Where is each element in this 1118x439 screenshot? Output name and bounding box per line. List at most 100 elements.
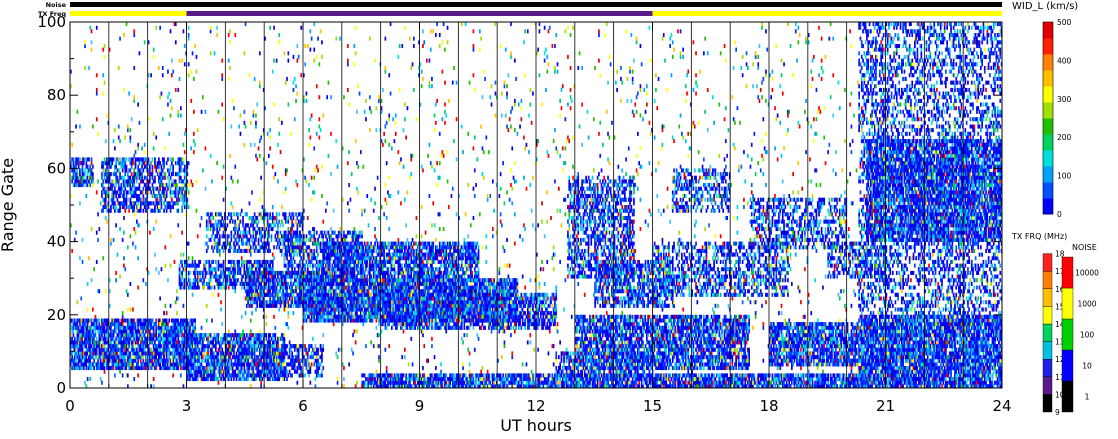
echo-cell: [245, 370, 247, 374]
echo-cell: [74, 319, 76, 323]
echo-cell: [140, 205, 142, 209]
echo-cell: [295, 212, 297, 216]
echo-cell: [300, 289, 302, 293]
echo-cell: [130, 351, 132, 355]
echo-cell: [143, 187, 145, 191]
echo-cell: [184, 333, 186, 337]
echo-cell: [364, 297, 366, 301]
echo-cell: [310, 231, 312, 235]
echo-cell: [267, 260, 269, 264]
echo-cell: [99, 319, 101, 323]
echo-cell: [259, 267, 261, 271]
echo-cell: [227, 282, 229, 286]
echo-cell: [175, 337, 177, 341]
echo-cell: [284, 340, 286, 344]
echo-cell: [184, 176, 186, 180]
echo-cell: [237, 366, 239, 370]
echo-cell: [170, 366, 172, 370]
echo-cell: [320, 362, 322, 366]
echo-cell: [131, 187, 133, 191]
echo-cell: [131, 165, 133, 169]
echo-cell: [234, 370, 236, 374]
echo-cell: [198, 359, 200, 363]
echo-cell: [304, 373, 306, 377]
echo-cell: [325, 289, 327, 293]
echo-cell: [290, 304, 292, 308]
echo-cell: [201, 362, 203, 366]
echo-cell: [277, 351, 279, 355]
echo-cell: [238, 238, 240, 242]
echo-cell: [256, 289, 258, 293]
echo-cell: [137, 326, 139, 330]
echo-cell: [119, 209, 121, 213]
echo-cell: [306, 348, 308, 352]
echo-cell: [317, 351, 319, 355]
echo-cell: [136, 179, 138, 183]
echo-cell: [143, 179, 145, 183]
echo-cell: [211, 348, 213, 352]
echo-cell: [237, 216, 239, 220]
echo-cell: [266, 282, 268, 286]
echo-cell: [135, 326, 137, 330]
echo-cell: [196, 267, 198, 271]
echo-cell: [267, 238, 269, 242]
echo-cell: [269, 370, 271, 374]
echo-cell: [269, 344, 271, 348]
echo-cell: [73, 157, 75, 161]
echo-cell: [203, 373, 205, 377]
echo-cell: [184, 205, 186, 209]
echo-cell: [267, 220, 269, 224]
echo-cell: [282, 355, 284, 359]
echo-cell: [162, 168, 164, 172]
echo-cell: [152, 168, 154, 172]
echo-cell: [280, 231, 282, 235]
echo-cell: [254, 264, 256, 268]
echo-cell: [88, 157, 90, 161]
echo-cell: [210, 282, 212, 286]
echo-cell: [244, 340, 246, 344]
echo-cell: [159, 362, 161, 366]
echo-cell: [272, 212, 274, 216]
echo-cell: [117, 190, 119, 194]
echo-cell: [210, 227, 212, 231]
echo-cell: [231, 278, 233, 282]
echo-cell: [308, 256, 310, 260]
echo-cell: [102, 179, 104, 183]
echo-cell: [275, 337, 277, 341]
echo-cell: [79, 322, 81, 326]
echo-cell: [249, 366, 251, 370]
echo-cell: [282, 289, 284, 293]
echo-cell: [300, 256, 302, 260]
echo-cell: [214, 227, 216, 231]
echo-cell: [325, 278, 327, 282]
echo-cell: [223, 260, 225, 264]
echo-cell: [221, 366, 223, 370]
echo-cell: [104, 326, 106, 330]
echo-cell: [258, 355, 260, 359]
echo-cell: [284, 333, 286, 337]
echo-cell: [211, 271, 213, 275]
echo-cell: [158, 168, 160, 172]
echo-cell: [258, 242, 260, 246]
echo-cell: [299, 253, 301, 257]
echo-cell: [313, 231, 315, 235]
echo-cell: [145, 366, 147, 370]
echo-cell: [133, 183, 135, 187]
echo-cell: [244, 366, 246, 370]
echo-cell: [228, 377, 230, 381]
echo-cell: [250, 234, 252, 238]
echo-cell: [73, 333, 75, 337]
echo-cell: [93, 366, 95, 370]
echo-cell: [132, 157, 134, 161]
echo-cell: [135, 322, 137, 326]
echo-cell: [113, 183, 115, 187]
echo-cell: [237, 212, 239, 216]
echo-cell: [166, 319, 168, 323]
echo-cell: [163, 165, 165, 169]
echo-cell: [231, 351, 233, 355]
echo-cell: [87, 172, 89, 176]
echo-cell: [308, 348, 310, 352]
echo-cell: [319, 366, 321, 370]
echo-cell: [210, 337, 212, 341]
echo-cell: [167, 157, 169, 161]
